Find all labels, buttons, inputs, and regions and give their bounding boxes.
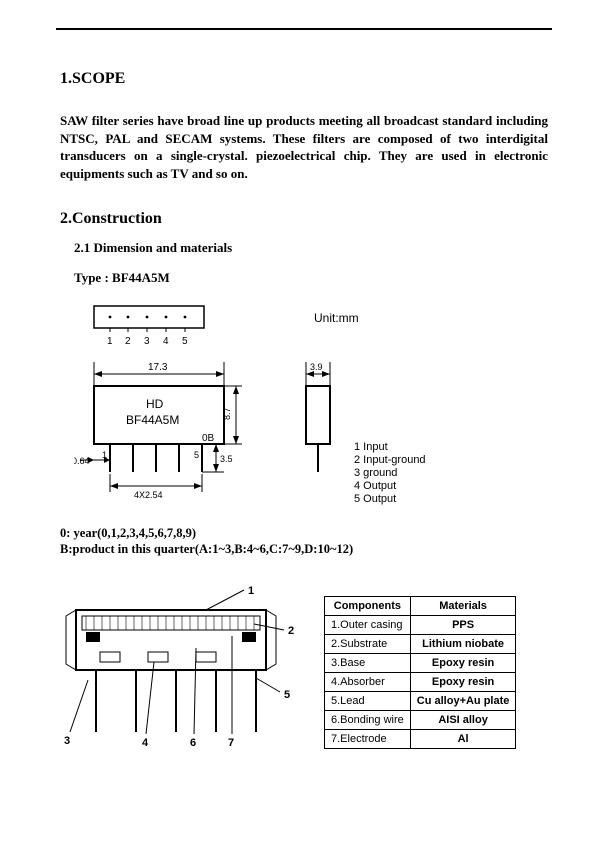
pinfn-2: 2 Input-ground [354, 454, 426, 466]
pin-right: 5 [194, 450, 199, 460]
pinfn-4: 4 Output [354, 480, 396, 492]
pin-num-5: 5 [182, 336, 188, 347]
pinfn-1: 1 Input [354, 441, 388, 453]
pin-num-4: 4 [163, 336, 169, 347]
note-line-2: B:product in this quarter(A:1~3,B:4~6,C:… [60, 541, 548, 557]
materials-table: Components Materials 1.Outer casingPPS 2… [324, 596, 516, 749]
callout-6: 6 [190, 737, 196, 749]
dim-height: 8.7 [222, 408, 232, 421]
mat-head-materials: Materials [410, 596, 516, 615]
dim-offset: 0.64 [74, 456, 90, 466]
date-code: 0B [202, 433, 215, 444]
callout-2: 2 [288, 625, 294, 637]
heading-dim-materials: 2.1 Dimension and materials [74, 240, 548, 256]
page: 1.SCOPE SAW filter series have broad lin… [0, 0, 596, 782]
pin-num-2: 2 [125, 336, 131, 347]
chip-label-2: BF44A5M [126, 413, 179, 427]
callout-7: 7 [228, 737, 234, 749]
dimension-diagram: 1 2 3 4 5 Unit:mm 17.3 HD BF44A5M 0B [74, 302, 548, 517]
heading-scope: 1.SCOPE [60, 70, 548, 88]
callout-5: 5 [284, 689, 290, 701]
heading-construction: 2.Construction [60, 210, 548, 228]
dim-thickness: 3.9 [310, 362, 323, 372]
table-row: 2.SubstrateLithium niobate [325, 634, 516, 653]
type-line: Type : BF44A5M [74, 270, 548, 286]
table-row: 3.BaseEpoxy resin [325, 653, 516, 672]
table-row: 4.AbsorberEpoxy resin [325, 672, 516, 691]
cutaway-and-table: 1 2 5 3 4 6 7 Components Materials 1.Out… [56, 582, 548, 752]
pinfn-3: 3 ground [354, 467, 397, 479]
dim-pitch: 4X2.54 [134, 490, 163, 500]
dim-pintick: 3.5 [220, 454, 233, 464]
notes-block: 0: year(0,1,2,3,4,5,6,7,8,9) B:product i… [60, 525, 548, 558]
scope-paragraph: SAW filter series have broad line up pro… [60, 112, 548, 182]
dim-width: 17.3 [148, 362, 168, 373]
table-row: 1.Outer casingPPS [325, 615, 516, 634]
chip-label-1: HD [146, 397, 164, 411]
callout-3: 3 [64, 735, 70, 747]
table-row: 5.LeadCu alloy+Au plate [325, 691, 516, 710]
table-row: 7.ElectrodeAl [325, 729, 516, 748]
callout-4: 4 [142, 737, 149, 749]
callout-1: 1 [248, 585, 254, 597]
cutaway-drawing: 1 2 5 3 4 6 7 [56, 582, 306, 752]
top-divider [56, 28, 552, 30]
pinfn-5: 5 Output [354, 493, 396, 505]
pin-num-3: 3 [144, 336, 150, 347]
mat-head-components: Components [325, 596, 411, 615]
unit-label: Unit:mm [314, 311, 359, 325]
pin-num-1: 1 [107, 336, 113, 347]
note-line-1: 0: year(0,1,2,3,4,5,6,7,8,9) [60, 525, 548, 541]
table-row: 6.Bonding wireAISI alloy [325, 710, 516, 729]
